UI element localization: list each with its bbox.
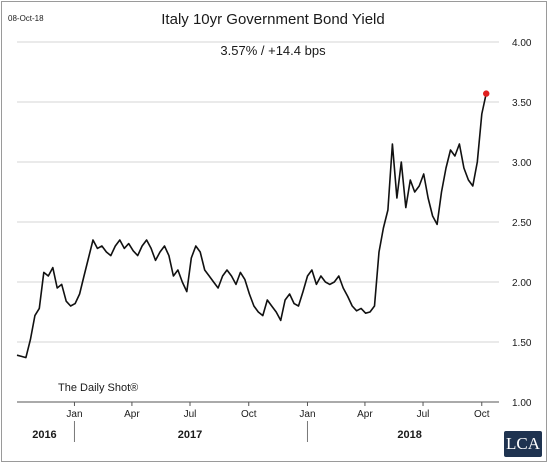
year-label: 2018 — [397, 429, 421, 441]
y-tick-label: 1.00 — [512, 398, 532, 409]
gridlines — [17, 41, 499, 403]
chart-subtitle: 3.57% / +14.4 bps — [220, 43, 326, 58]
y-tick-label: 1.50 — [512, 338, 532, 349]
x-tick-label: Jan — [299, 409, 315, 420]
chart-title: Italy 10yr Government Bond Yield — [161, 11, 384, 28]
series-line-italy-10yr — [16, 93, 487, 359]
y-tick-label: 4.00 — [512, 38, 532, 49]
year-label: 2017 — [178, 429, 202, 441]
y-tick-label: 2.00 — [512, 278, 532, 289]
x-tick-label: Jul — [184, 409, 197, 420]
x-axis: Jan Apr Jul Oct Jan Apr Jul Oct 2016 2017 2018 — [32, 402, 490, 442]
source-label: The Daily Shot® — [58, 382, 138, 394]
x-tick-label: Oct — [241, 409, 257, 420]
last-point-marker — [483, 90, 490, 97]
x-tick-label: Apr — [357, 409, 373, 420]
x-tick-label: Jan — [66, 409, 82, 420]
year-label: 2016 — [32, 429, 56, 441]
x-tick-label: Apr — [124, 409, 140, 420]
lca-logo: LCA — [504, 431, 542, 457]
x-tick-label: Jul — [417, 409, 430, 420]
y-axis-ticks: 4.00 3.50 3.00 2.50 2.00 1.50 1.00 — [512, 38, 532, 409]
y-tick-label: 3.00 — [512, 158, 532, 169]
y-tick-label: 3.50 — [512, 98, 532, 109]
date-stamp: 08-Oct-18 — [8, 14, 44, 23]
lca-logo-text: LCA — [506, 434, 540, 453]
x-tick-label: Oct — [474, 409, 490, 420]
y-tick-label: 2.50 — [512, 218, 532, 229]
